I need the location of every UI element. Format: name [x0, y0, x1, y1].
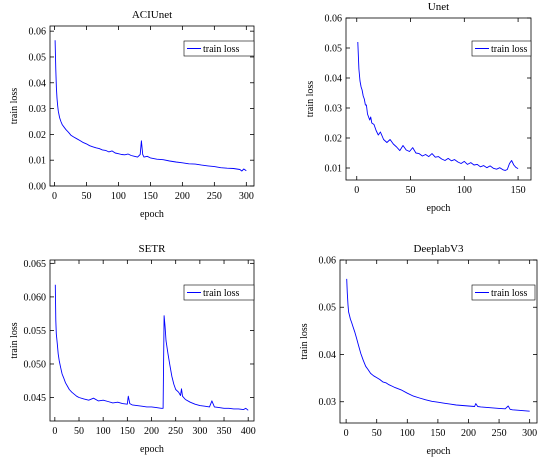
x-tick-label: 100 — [457, 185, 472, 196]
legend: train loss — [471, 40, 532, 57]
x-tick-label: 150 — [511, 185, 526, 196]
x-tick-label: 0 — [52, 191, 57, 202]
y-tick-label: 0.060 — [24, 292, 47, 303]
x-tick-label: 0 — [344, 428, 349, 439]
y-axis-label: train loss — [9, 322, 20, 358]
legend-label: train loss — [203, 288, 239, 299]
x-tick-label: 100 — [111, 191, 126, 202]
y-tick-label: 0.055 — [24, 326, 47, 337]
y-tick-label: 0.03 — [325, 104, 343, 115]
x-tick-label: 150 — [120, 426, 135, 437]
x-tick-label: 50 — [81, 191, 91, 202]
x-tick-label: 200 — [175, 191, 190, 202]
y-tick-label: 0.02 — [325, 134, 343, 145]
y-axis-label: train loss — [299, 323, 310, 359]
x-tick-label: 50 — [74, 426, 84, 437]
y-tick-label: 0.06 — [319, 256, 337, 267]
x-tick-label: 300 — [192, 426, 207, 437]
series-line-train-loss — [54, 40, 247, 172]
x-tick-label: 0 — [52, 426, 57, 437]
legend-box — [471, 40, 532, 57]
legend-label: train loss — [491, 288, 527, 299]
x-tick-label: 200 — [461, 428, 476, 439]
y-tick-label: 0.00 — [29, 182, 47, 193]
x-axis-label: epoch — [427, 446, 451, 457]
y-axis-label: train loss — [305, 81, 316, 117]
x-tick-label: 100 — [400, 428, 415, 439]
y-tick-label: 0.02 — [29, 130, 47, 141]
plot-frame — [345, 17, 532, 181]
x-tick-label: 50 — [406, 185, 416, 196]
series-line-train-loss — [54, 284, 249, 411]
x-axis-label: epoch — [140, 444, 164, 455]
x-axis-label: epoch — [427, 203, 451, 214]
x-axis-label: epoch — [140, 209, 164, 220]
x-tick-label: 250 — [207, 191, 222, 202]
legend-box — [183, 40, 255, 57]
x-tick-label: 50 — [372, 428, 382, 439]
legend-box — [471, 284, 536, 301]
x-tick-label: 150 — [143, 191, 158, 202]
chart-panel-1: 0 50 100 150 0.01 0.02 0.03 0.04 0.05 0.06 Unet epo… — [305, 1, 532, 214]
x-tick-label: 400 — [241, 426, 256, 437]
x-tick-label: 100 — [96, 426, 111, 437]
y-tick-label: 0.05 — [29, 52, 47, 63]
y-tick-label: 0.03 — [319, 397, 337, 408]
y-tick-label: 0.04 — [325, 74, 343, 85]
legend: train loss — [471, 284, 536, 301]
x-tick-label: 250 — [492, 428, 507, 439]
y-tick-label: 0.06 — [29, 27, 47, 38]
x-tick-label: 200 — [144, 426, 159, 437]
y-tick-label: 0.04 — [319, 350, 337, 361]
y-tick-label: 0.045 — [24, 393, 47, 404]
chart-title: DeeplabV3 — [413, 243, 464, 255]
y-tick-label: 0.065 — [24, 259, 47, 270]
legend: train loss — [183, 284, 255, 301]
chart-title: Unet — [428, 1, 449, 13]
y-tick-label: 0.05 — [319, 303, 337, 314]
chart-panel-3: 0 50 100 150 200 250 300 0.03 0.04 0.05 0.06 Deepla… — [299, 243, 538, 457]
legend-label: train loss — [203, 44, 239, 55]
y-tick-label: 0.03 — [29, 104, 47, 115]
x-tick-label: 150 — [430, 428, 445, 439]
y-axis-label: train loss — [9, 88, 20, 124]
series-line-train-loss — [357, 41, 519, 171]
legend: train loss — [183, 40, 255, 57]
y-tick-label: 0.01 — [29, 156, 47, 167]
plot-frame — [339, 259, 538, 424]
plot-frame — [49, 259, 255, 422]
legend-label: train loss — [491, 44, 527, 55]
y-tick-label: 0.04 — [29, 78, 47, 89]
chart-title: SETR — [139, 243, 167, 255]
x-tick-label: 350 — [217, 426, 232, 437]
x-tick-label: 300 — [522, 428, 537, 439]
plot-frame — [49, 25, 255, 187]
y-tick-label: 0.06 — [325, 14, 343, 25]
chart-panel-0: 0 50 100 150 200 250 300 0.00 0.01 0.02 0.03 0.04 0.… — [9, 9, 255, 220]
y-tick-label: 0.050 — [24, 359, 47, 370]
chart-title: ACIUnet — [132, 9, 172, 21]
legend-box — [183, 284, 255, 301]
y-tick-label: 0.01 — [325, 164, 343, 175]
x-tick-label: 250 — [168, 426, 183, 437]
series-line-train-loss — [346, 278, 530, 412]
x-tick-label: 0 — [354, 185, 359, 196]
x-tick-label: 300 — [239, 191, 254, 202]
y-tick-label: 0.05 — [325, 44, 343, 55]
chart-panel-2: 0 50 100 150 200 250 300 350 400 0.045 0.050 0.055 0… — [9, 243, 256, 455]
